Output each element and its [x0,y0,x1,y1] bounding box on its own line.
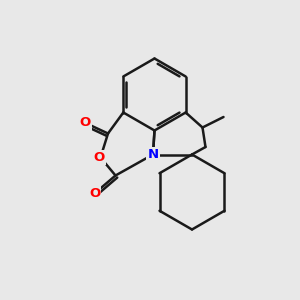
Text: N: N [147,148,159,161]
Text: O: O [93,151,105,164]
Text: O: O [89,187,100,200]
Text: O: O [80,116,91,130]
